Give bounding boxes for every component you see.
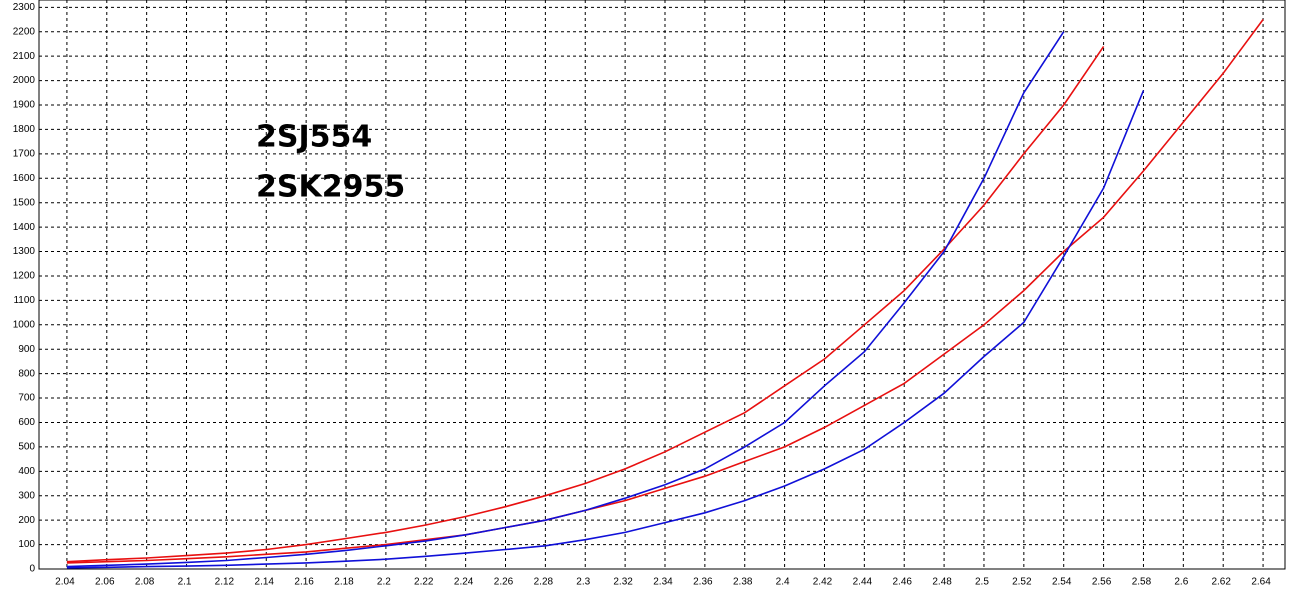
x-tick-label: 2.24: [454, 577, 474, 588]
x-tick-label: 2.38: [733, 577, 753, 588]
data-line: [66, 31, 1065, 568]
x-tick-label: 2.42: [813, 577, 833, 588]
x-tick-label: 2.58: [1132, 577, 1152, 588]
data-line: [66, 19, 1264, 564]
x-tick-label: 2.18: [334, 577, 354, 588]
x-tick-label: 2.16: [294, 577, 314, 588]
y-tick-label: 1300: [13, 246, 36, 257]
y-tick-label: 1500: [13, 197, 36, 208]
x-tick-label: 2.6: [1174, 577, 1188, 588]
y-tick-label: 1600: [13, 173, 36, 184]
x-tick-label: 2.54: [1052, 577, 1072, 588]
y-tick-label: 1800: [13, 124, 36, 135]
y-tick-label: 2100: [13, 51, 36, 62]
x-tick-label: 2.36: [693, 577, 713, 588]
x-tick-label: 2.14: [255, 577, 275, 588]
data-line: [66, 45, 1105, 563]
x-tick-label: 2.52: [1012, 577, 1032, 588]
x-tick-label: 2.28: [534, 577, 554, 588]
x-tick-label: 2.32: [613, 577, 633, 588]
x-tick-label: 2.06: [95, 577, 115, 588]
y-tick-label: 1200: [13, 271, 36, 282]
y-tick-label: 900: [18, 344, 35, 355]
y-tick-label: 1700: [13, 148, 36, 159]
x-tick-label: 2.62: [1211, 577, 1231, 588]
y-tick-label: 800: [18, 368, 35, 379]
x-tick-label: 2.08: [135, 577, 155, 588]
y-tick-label: 700: [18, 393, 35, 404]
y-tick-label: 100: [18, 539, 35, 550]
y-tick-label: 300: [18, 490, 35, 501]
x-tick-label: 2.46: [892, 577, 912, 588]
x-tick-label: 2.56: [1092, 577, 1112, 588]
y-tick-label: 1100: [13, 295, 35, 306]
y-tick-label: 200: [18, 515, 35, 526]
x-tick-label: 2.34: [653, 577, 673, 588]
legend-entry: 2SK2955: [256, 170, 405, 205]
data-line: [66, 90, 1145, 569]
x-tick-label: 2.1: [178, 577, 192, 588]
x-tick-label: 2.5: [975, 577, 989, 588]
legend-entry: 2SJ554: [256, 120, 372, 155]
y-tick-label: 0: [29, 564, 35, 575]
plot-area: [38, 0, 1286, 570]
y-tick-label: 1900: [13, 100, 36, 111]
y-tick-label: 2300: [13, 2, 36, 13]
x-tick-label: 2.48: [932, 577, 952, 588]
x-tick-label: 2.04: [55, 577, 75, 588]
y-tick-label: 400: [18, 466, 35, 477]
x-tick-label: 2.4: [776, 577, 790, 588]
y-tick-label: 1000: [13, 319, 36, 330]
x-tick-label: 2.44: [853, 577, 873, 588]
y-tick-label: 2000: [13, 75, 36, 86]
y-tick-label: 2200: [13, 26, 36, 37]
x-tick-label: 2.64: [1251, 577, 1271, 588]
x-tick-label: 2.26: [494, 577, 514, 588]
y-tick-label: 1400: [13, 222, 36, 233]
x-tick-label: 2.2: [377, 577, 391, 588]
x-tick-label: 2.3: [576, 577, 590, 588]
y-tick-label: 500: [18, 442, 35, 453]
x-tick-label: 2.12: [215, 577, 235, 588]
x-tick-label: 2.22: [414, 577, 434, 588]
y-tick-label: 600: [18, 417, 35, 428]
